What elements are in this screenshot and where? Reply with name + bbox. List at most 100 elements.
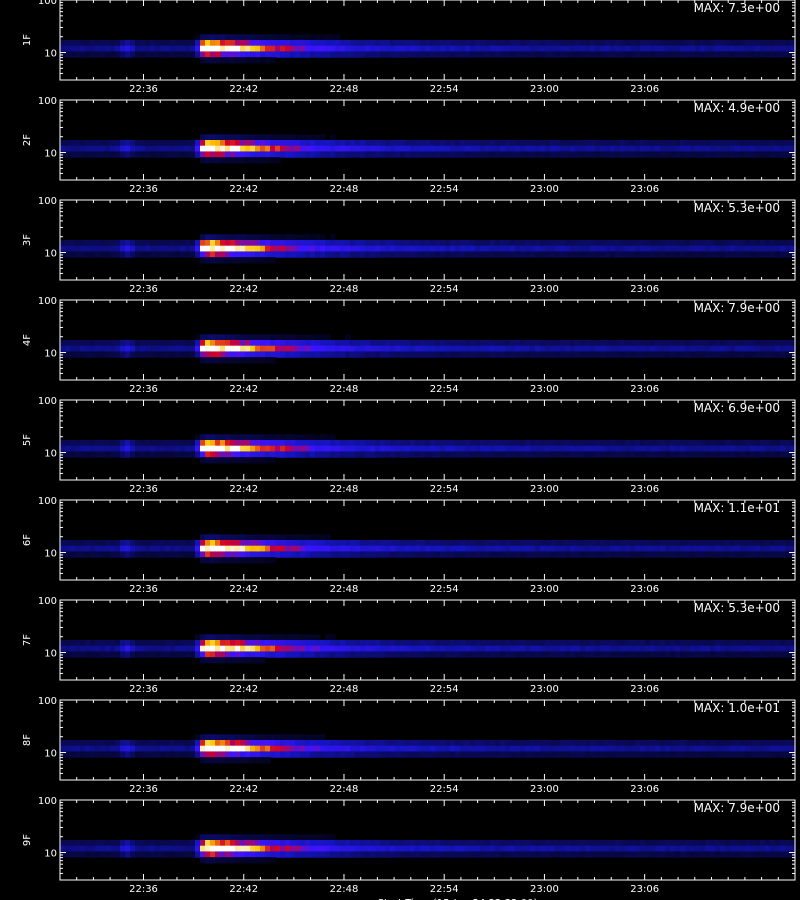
x-tick-label: 23:00 bbox=[530, 184, 559, 195]
max-value-label: MAX: 6.9e+00 bbox=[694, 401, 780, 415]
x-tick-label: 22:36 bbox=[129, 284, 158, 295]
panel-label: 6F bbox=[22, 534, 33, 546]
y-tick-label: 10 bbox=[44, 849, 57, 860]
x-tick-label: 22:54 bbox=[430, 184, 459, 195]
x-tick-label: 22:36 bbox=[129, 184, 158, 195]
panel-6f: 100 10 22:36 22:42 22:48 22:54 23:00 23:06 6F MAX… bbox=[22, 496, 796, 595]
x-tick-label: 22:42 bbox=[229, 284, 258, 295]
y-tick-label: 10 bbox=[44, 449, 57, 460]
panel-label: 2F bbox=[22, 134, 33, 146]
max-value-label: MAX: 4.9e+00 bbox=[694, 101, 780, 115]
x-tick-label: 23:06 bbox=[630, 484, 659, 495]
x-tick-label: 22:54 bbox=[430, 784, 459, 795]
spectrogram-image bbox=[60, 34, 796, 64]
panel-label: 3F bbox=[22, 234, 33, 246]
y-tick-label: 100 bbox=[38, 796, 57, 807]
max-value-label: MAX: 5.3e+00 bbox=[694, 201, 780, 215]
x-tick-label: 23:00 bbox=[530, 84, 559, 95]
x-tick-label: 22:42 bbox=[229, 184, 258, 195]
x-tick-label: 23:06 bbox=[630, 884, 659, 895]
x-tick-label: 22:36 bbox=[129, 884, 158, 895]
x-tick-label: 22:54 bbox=[430, 484, 459, 495]
x-tick-label: 22:54 bbox=[430, 84, 459, 95]
x-tick-label: 22:42 bbox=[229, 384, 258, 395]
x-tick-label: 22:42 bbox=[229, 584, 258, 595]
spectrogram-image bbox=[60, 834, 796, 864]
x-tick-label: 22:54 bbox=[430, 884, 459, 895]
x-tick-label: 22:42 bbox=[229, 884, 258, 895]
y-tick-label: 10 bbox=[44, 349, 57, 360]
spectrogram-image bbox=[60, 634, 796, 664]
panel-label: 7F bbox=[22, 634, 33, 646]
spectrogram-image bbox=[60, 134, 796, 164]
x-tick-label: 23:00 bbox=[530, 884, 559, 895]
max-value-label: MAX: 7.9e+00 bbox=[694, 801, 780, 815]
panel-label: 1F bbox=[22, 34, 33, 46]
x-tick-label: 22:36 bbox=[129, 384, 158, 395]
x-tick-label: 22:48 bbox=[330, 184, 359, 195]
x-tick-label: 22:36 bbox=[129, 684, 158, 695]
x-tick-label: 22:48 bbox=[330, 84, 359, 95]
y-tick-label: 100 bbox=[38, 0, 57, 7]
x-tick-label: 23:00 bbox=[530, 784, 559, 795]
panel-7f: 100 10 22:36 22:42 22:48 22:54 23:00 23:06 7F MAX… bbox=[22, 596, 796, 695]
max-value-label: MAX: 7.9e+00 bbox=[694, 301, 780, 315]
spectrogram-image bbox=[60, 234, 796, 264]
y-tick-label: 10 bbox=[44, 749, 57, 760]
max-value-label: MAX: 7.3e+00 bbox=[694, 1, 780, 15]
x-tick-label: 22:48 bbox=[330, 284, 359, 295]
x-tick-label: 22:48 bbox=[330, 384, 359, 395]
x-tick-label: 22:48 bbox=[330, 684, 359, 695]
spectrogram-image bbox=[60, 534, 796, 564]
y-tick-label: 100 bbox=[38, 696, 57, 707]
x-tick-label: 22:48 bbox=[330, 584, 359, 595]
spectrogram-image bbox=[60, 434, 796, 464]
x-tick-label: 23:00 bbox=[530, 584, 559, 595]
x-tick-label: 23:06 bbox=[630, 784, 659, 795]
max-value-label: MAX: 5.3e+00 bbox=[694, 601, 780, 615]
y-tick-label: 10 bbox=[44, 649, 57, 660]
panel-label: 8F bbox=[22, 734, 33, 746]
max-value-label: MAX: 1.0e+01 bbox=[694, 701, 780, 715]
y-tick-label: 100 bbox=[38, 396, 57, 407]
x-tick-label: 22:42 bbox=[229, 784, 258, 795]
y-tick-label: 100 bbox=[38, 596, 57, 607]
x-tick-label: 22:42 bbox=[229, 84, 258, 95]
x-tick-label: 23:00 bbox=[530, 684, 559, 695]
y-tick-label: 10 bbox=[44, 249, 57, 260]
y-tick-label: 10 bbox=[44, 49, 57, 60]
panel-5f: 100 10 22:36 22:42 22:48 22:54 23:00 23:06 5F MAX… bbox=[22, 396, 796, 495]
spectrogram-image bbox=[60, 734, 796, 764]
y-tick-label: 100 bbox=[38, 296, 57, 307]
x-tick-label: 22:54 bbox=[430, 684, 459, 695]
x-tick-label: 23:00 bbox=[530, 284, 559, 295]
x-tick-label: 23:06 bbox=[630, 684, 659, 695]
x-tick-label: 22:36 bbox=[129, 784, 158, 795]
y-tick-label: 10 bbox=[44, 149, 57, 160]
x-tick-label: 23:00 bbox=[530, 484, 559, 495]
y-tick-label: 100 bbox=[38, 96, 57, 107]
panel-2f: 100 10 22:36 22:42 22:48 22:54 23:00 23:06 2F MAX… bbox=[22, 96, 796, 195]
panel-label: 4F bbox=[22, 334, 33, 346]
x-tick-label: 22:36 bbox=[129, 484, 158, 495]
y-tick-label: 100 bbox=[38, 496, 57, 507]
y-tick-label: 100 bbox=[38, 196, 57, 207]
panel-9f: 100 10 22:36 22:42 22:48 22:54 23:00 23:06 9F MAX… bbox=[22, 796, 796, 895]
x-tick-label: 23:06 bbox=[630, 84, 659, 95]
x-tick-label: 22:54 bbox=[430, 384, 459, 395]
x-tick-label: 23:06 bbox=[630, 584, 659, 595]
panel-4f: 100 10 22:36 22:42 22:48 22:54 23:00 23:06 4F MAX… bbox=[22, 296, 796, 395]
x-tick-label: 22:48 bbox=[330, 884, 359, 895]
x-tick-label: 23:06 bbox=[630, 184, 659, 195]
panel-3f: 100 10 22:36 22:42 22:48 22:54 23:00 23:06 3F MAX… bbox=[22, 196, 796, 295]
x-tick-label: 22:48 bbox=[330, 784, 359, 795]
x-tick-label: 23:06 bbox=[630, 384, 659, 395]
x-tick-label: 23:00 bbox=[530, 384, 559, 395]
y-tick-label: 10 bbox=[44, 549, 57, 560]
panel-8f: 100 10 22:36 22:42 22:48 22:54 23:00 23:06 8F MAX… bbox=[22, 696, 796, 795]
x-tick-label: 22:36 bbox=[129, 84, 158, 95]
panel-label: 9F bbox=[22, 834, 33, 846]
panel-1f: 100 10 22:36 22:42 22:48 22:54 23:00 23:06 1F MAX… bbox=[22, 0, 796, 95]
panel-label: 5F bbox=[22, 434, 33, 446]
